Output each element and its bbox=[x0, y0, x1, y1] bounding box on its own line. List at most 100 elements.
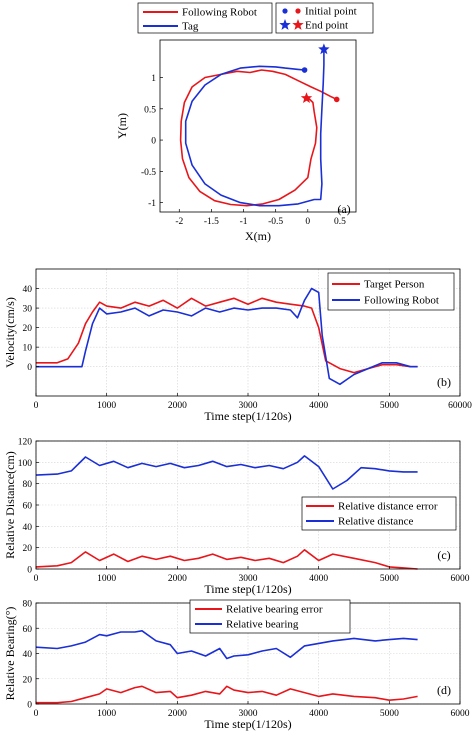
legend-label: Initial point bbox=[305, 6, 357, 18]
x-tick-label: -1 bbox=[240, 217, 248, 227]
chart-panel-c: 0 1000 2000 3000 4000 5000 6000 0 20 40 60 80 100 120… bbox=[3, 438, 470, 597]
y-tick-label: 40 bbox=[23, 523, 33, 533]
chart-panel-d: 0 1000 2000 3000 4000 5000 6000 0 20 40 60 80 Time s… bbox=[3, 600, 470, 732]
legend-points: Initial point End point bbox=[275, 2, 374, 34]
y-tick-label: 0.5 bbox=[144, 105, 156, 115]
legend-label: Following Robot bbox=[182, 7, 257, 19]
y-tick-label: 100 bbox=[18, 459, 33, 469]
chart-panel-b: 0 1000 2000 3000 4000 5000 60000 0 10 20 30 40 Time … bbox=[3, 268, 472, 423]
series-line-relative-distance-error bbox=[35, 548, 418, 570]
y-tick-label: -0.5 bbox=[141, 168, 156, 178]
x-axis-label: Time step(1/120s) bbox=[204, 582, 291, 596]
series-line-tag bbox=[184, 49, 325, 207]
x-tick-label: 0 bbox=[305, 217, 310, 227]
series-line-relative-bearing bbox=[35, 629, 418, 660]
y-axis-label: Velocity(cm/s) bbox=[3, 297, 17, 368]
y-tick-label: 80 bbox=[23, 480, 33, 490]
y-tick-label: 60 bbox=[23, 625, 33, 635]
x-tick-label: 6000 bbox=[451, 709, 470, 719]
y-tick-label: 10 bbox=[23, 344, 33, 354]
y-tick-label: 0 bbox=[27, 566, 32, 576]
y-tick-label: 0 bbox=[27, 701, 32, 711]
y-tick-label: -1 bbox=[148, 199, 156, 209]
x-tick-label: 1000 bbox=[97, 574, 116, 584]
series-line-following-robot bbox=[179, 69, 338, 207]
end-point-marker bbox=[318, 43, 330, 55]
x-tick-label: 5000 bbox=[380, 401, 399, 411]
panel-label: (b) bbox=[437, 375, 451, 389]
y-tick-label: 0 bbox=[151, 137, 156, 147]
legend-label: Relative bearing bbox=[226, 619, 299, 631]
legend-trajectory: Following Robot Tag bbox=[137, 2, 273, 34]
y-axis-label: Y(m) bbox=[115, 113, 129, 139]
x-axis-label: Time step(1/120s) bbox=[204, 717, 291, 731]
legend-box bbox=[275, 2, 374, 34]
initial-point-marker bbox=[333, 96, 340, 103]
x-tick-label: 0 bbox=[34, 574, 39, 584]
axes-frame bbox=[159, 39, 357, 213]
y-tick-label: 60 bbox=[23, 502, 33, 512]
y-tick-label: 1 bbox=[151, 74, 156, 84]
x-tick-label: 3000 bbox=[239, 401, 258, 411]
y-tick-label: 20 bbox=[23, 324, 33, 334]
legend-label: Following Robot bbox=[364, 295, 439, 307]
y-tick-label: 80 bbox=[23, 600, 33, 610]
legend-label: Relative distance bbox=[338, 516, 414, 528]
legend-label: End point bbox=[305, 20, 348, 32]
x-tick-label: 6000 bbox=[451, 574, 470, 584]
panel-label: (d) bbox=[437, 683, 451, 697]
legend-velocity: Target Person Following Robot bbox=[327, 272, 455, 311]
legend-label: Relative distance error bbox=[338, 501, 438, 513]
x-axis-label: X(m) bbox=[245, 229, 271, 243]
series-line-relative-distance bbox=[35, 455, 418, 490]
legend-swatch-initial-blue bbox=[282, 8, 288, 14]
x-tick-label: 5000 bbox=[380, 709, 399, 719]
panel-label: (c) bbox=[437, 548, 450, 562]
x-tick-label: 3000 bbox=[239, 709, 258, 719]
legend-label: Tag bbox=[182, 21, 199, 33]
x-tick-label: 2000 bbox=[168, 401, 187, 411]
legend-box bbox=[137, 2, 273, 34]
panel-label: (a) bbox=[337, 202, 350, 216]
series-line-following-robot bbox=[36, 287, 418, 386]
x-axis-label: Time step(1/120s) bbox=[204, 409, 291, 423]
series-line-target-person bbox=[36, 297, 418, 374]
x-tick-label: -0.5 bbox=[268, 217, 283, 227]
y-tick-label: 40 bbox=[23, 650, 33, 660]
legend-distance: Relative distance error Relative distance bbox=[301, 496, 457, 531]
legend-box bbox=[189, 599, 351, 634]
x-tick-label: 60000 bbox=[448, 401, 472, 411]
legend-label: Relative bearing error bbox=[226, 604, 323, 616]
y-axis-label: Relative Bearing(°) bbox=[3, 607, 17, 701]
series-line-relative-bearing-error bbox=[36, 685, 418, 704]
x-tick-label: 3000 bbox=[239, 574, 258, 584]
x-tick-label: 2000 bbox=[168, 709, 187, 719]
x-tick-label: 1000 bbox=[97, 401, 116, 411]
y-tick-label: 120 bbox=[18, 438, 33, 448]
x-tick-label: 4000 bbox=[309, 401, 328, 411]
x-tick-label: 0 bbox=[34, 401, 39, 411]
legend-swatch-end-red bbox=[292, 19, 304, 30]
legend-swatch-end-blue bbox=[279, 19, 291, 30]
x-tick-label: 1000 bbox=[97, 709, 116, 719]
y-tick-label: 40 bbox=[23, 285, 33, 295]
y-tick-label: 0 bbox=[27, 363, 32, 373]
initial-point-marker bbox=[301, 67, 308, 73]
x-tick-label: 5000 bbox=[380, 574, 399, 584]
y-axis-label: Relative Distance(cm) bbox=[3, 451, 17, 559]
legend-label: Target Person bbox=[364, 279, 425, 291]
x-tick-label: -1.5 bbox=[204, 217, 219, 227]
x-tick-label: -2 bbox=[175, 217, 183, 227]
x-tick-label: 2000 bbox=[168, 574, 187, 584]
legend-box bbox=[301, 496, 457, 531]
chart-panel-a: -2 -1.5 -1 -0.5 0 0.5 -1 -0.5 0 0.5 1 X(m) Y(m) (a) bbox=[115, 39, 357, 243]
legend-bearing: Relative bearing error Relative bearing bbox=[189, 599, 351, 634]
y-tick-label: 30 bbox=[23, 305, 33, 315]
y-tick-label: 20 bbox=[23, 544, 33, 554]
y-tick-label: 20 bbox=[23, 675, 33, 685]
x-tick-label: 4000 bbox=[309, 574, 328, 584]
x-tick-label: 0.5 bbox=[334, 217, 346, 227]
legend-box bbox=[327, 272, 455, 311]
end-point-marker bbox=[300, 92, 313, 103]
x-tick-label: 0 bbox=[34, 709, 39, 719]
